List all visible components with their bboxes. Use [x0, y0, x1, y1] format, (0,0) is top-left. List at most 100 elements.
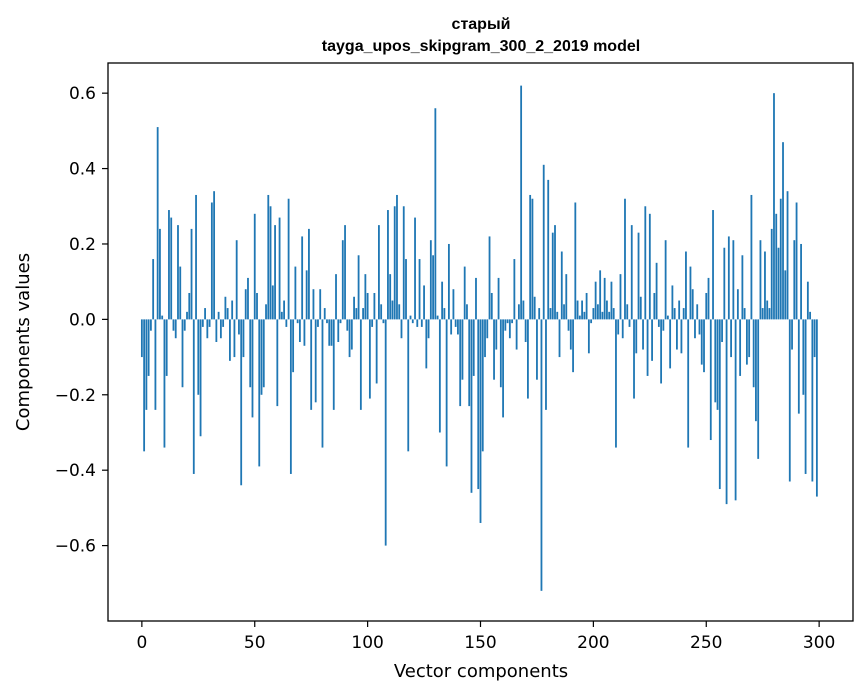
bar — [420, 319, 423, 327]
bar — [520, 85, 523, 320]
bar — [213, 191, 216, 320]
bar — [156, 127, 159, 320]
bar — [389, 274, 392, 320]
bar — [655, 262, 658, 320]
bar — [648, 213, 651, 320]
bar — [493, 319, 495, 380]
bar — [335, 274, 337, 320]
bar — [815, 319, 818, 497]
bar — [581, 300, 583, 320]
bar — [755, 319, 757, 422]
bar — [366, 292, 369, 320]
bar — [700, 319, 703, 365]
x-tick-label: 0 — [136, 633, 147, 653]
bar — [450, 319, 453, 335]
bar — [140, 319, 143, 358]
bar — [676, 319, 678, 350]
bar — [736, 289, 739, 320]
bar — [204, 308, 206, 320]
bar — [558, 319, 561, 358]
bar — [646, 319, 649, 376]
bar — [802, 319, 805, 395]
bar — [179, 266, 182, 320]
bar — [637, 232, 640, 320]
bar — [310, 319, 313, 410]
bar — [418, 259, 421, 320]
bar — [283, 300, 285, 320]
y-tick-label: −0.4 — [55, 461, 96, 481]
bar — [563, 304, 565, 320]
bar — [348, 319, 351, 358]
bar — [423, 285, 425, 320]
bar — [353, 296, 355, 320]
bar — [793, 240, 796, 320]
bar — [529, 194, 532, 320]
bar — [240, 319, 243, 486]
bar — [745, 319, 748, 365]
bar — [531, 198, 534, 320]
bar — [457, 319, 459, 335]
bar — [163, 319, 166, 448]
chart-title-line-2: tayga_upos_skipgram_300_2_2019 model — [322, 38, 640, 55]
bar — [621, 319, 624, 339]
bar — [359, 319, 362, 410]
bar — [524, 319, 527, 342]
bar — [786, 191, 789, 320]
bar — [578, 315, 581, 320]
bar — [630, 225, 633, 320]
bar — [481, 319, 484, 452]
bar — [181, 319, 184, 388]
bar — [147, 319, 150, 376]
bar — [238, 319, 240, 335]
bar — [470, 319, 473, 493]
bar — [678, 300, 681, 320]
bar — [773, 93, 775, 320]
bar — [387, 210, 389, 320]
bar — [723, 247, 726, 320]
bar — [779, 198, 782, 320]
bar — [606, 300, 608, 320]
bar — [536, 319, 538, 380]
bar — [743, 308, 746, 320]
bar — [463, 266, 466, 320]
bar — [694, 319, 696, 339]
bar — [712, 210, 714, 320]
bar — [472, 319, 475, 376]
bar — [540, 319, 543, 591]
bar — [725, 319, 728, 505]
bar — [380, 304, 383, 320]
bar — [438, 319, 441, 433]
bar — [468, 319, 471, 407]
bar — [373, 292, 376, 320]
bar — [669, 319, 672, 369]
bar — [734, 319, 737, 501]
bar — [328, 319, 331, 346]
bar — [703, 319, 705, 373]
bar — [201, 319, 204, 327]
bar — [396, 194, 398, 320]
bar — [425, 319, 428, 369]
bar — [608, 311, 611, 320]
bar — [308, 228, 310, 320]
bar — [590, 319, 593, 324]
bar — [477, 319, 480, 490]
y-tick-label: 0.4 — [69, 160, 96, 180]
bar — [766, 300, 769, 320]
bar — [215, 319, 218, 342]
bar — [206, 319, 209, 339]
bar — [253, 213, 256, 320]
bar — [357, 255, 360, 320]
bar — [716, 319, 719, 410]
bar — [231, 300, 234, 320]
bar — [346, 319, 349, 331]
bar — [624, 198, 626, 320]
bar — [317, 319, 319, 327]
bar — [183, 319, 186, 331]
bar — [721, 319, 723, 342]
bar — [219, 319, 222, 339]
bar — [748, 319, 751, 358]
bar — [177, 225, 179, 320]
bar — [569, 319, 572, 350]
bar — [271, 285, 274, 320]
